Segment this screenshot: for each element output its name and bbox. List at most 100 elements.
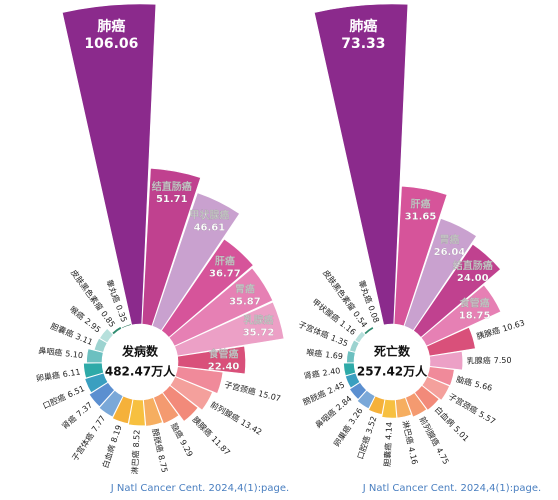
wedge-label: 淋巴癌 8.52 <box>129 429 141 474</box>
category-name: 甲状腺癌 <box>189 209 229 222</box>
center-title: 死亡数 <box>374 344 411 359</box>
value-label: 2.45 <box>326 380 346 396</box>
value-label: 5.01 <box>452 424 471 443</box>
value-label: 4.14 <box>384 422 394 440</box>
category-name: 膀胱癌 <box>151 427 166 453</box>
value-label: 31.65 <box>405 212 437 223</box>
wedge-label: 白血病8.19 <box>99 424 123 470</box>
wedge-label: 鼻咽癌 5.10 <box>38 345 84 360</box>
wedge-label: 卵巢癌3.26 <box>331 405 364 448</box>
value-label: 3.11 <box>74 331 94 346</box>
rose-wedge <box>177 345 246 375</box>
value-label: 18.75 <box>459 311 491 322</box>
rose-wedge <box>93 337 108 353</box>
wedge-label: 口腔癌3.52 <box>354 415 378 461</box>
value-label: 4.16 <box>407 446 420 465</box>
rose-wedge <box>420 284 502 347</box>
wedge-label: 口腔癌6.51 <box>41 383 86 411</box>
wedge-label: 食管癌 18.75 <box>459 297 491 322</box>
value-label: 9.29 <box>178 438 194 458</box>
wedge-label: 肝癌 31.65 <box>405 198 437 223</box>
rose-wedge <box>368 395 386 415</box>
wedge-label: 胆囊癌 4.14 <box>381 422 393 467</box>
rose-wedge <box>162 385 199 422</box>
category-name: 乳腺癌 <box>244 313 274 326</box>
category-name: 卵巢癌 <box>331 423 353 448</box>
category-name: 睾丸癌 <box>357 278 375 304</box>
rose-wedge <box>141 167 201 327</box>
value-label: 36.77 <box>209 269 241 280</box>
rose-wedge <box>414 385 440 411</box>
value-label: 46.61 <box>194 223 226 234</box>
wedge-label: 结直肠癌 24.00 <box>453 259 493 284</box>
wedge-label: 肾癌 2.40 <box>303 365 341 381</box>
wedge-label: 乳腺癌 35.72 <box>243 313 275 338</box>
value-label: 2.40 <box>322 366 341 378</box>
rose-wedge <box>153 392 180 425</box>
wedge-label: 胰腺癌11.87 <box>191 414 233 457</box>
rose-wedge <box>393 185 448 327</box>
category-name: 前列腺癌 <box>209 399 242 424</box>
value-label: 3.52 <box>364 415 378 435</box>
value-label: 7.50 <box>494 355 512 364</box>
center-value: 482.47万人 <box>105 364 176 379</box>
rose-wedge <box>373 324 384 329</box>
category-name: 食管癌 <box>459 297 490 310</box>
value-label: 10.63 <box>501 318 526 333</box>
value-label: 8.19 <box>109 424 123 444</box>
value-label: 5.66 <box>474 379 494 392</box>
center-title: 发病数 <box>121 344 159 359</box>
value-label: 35.72 <box>243 327 275 338</box>
category-name: 结直肠癌 <box>453 259 493 272</box>
rose-wedge <box>88 382 115 408</box>
rose-wedge <box>112 395 134 424</box>
rose-wedge <box>421 376 450 401</box>
rose-wedge <box>143 397 163 427</box>
category-name: 胃癌 <box>439 233 459 246</box>
value-label: 11.87 <box>210 434 232 457</box>
value-label: 13.42 <box>239 417 263 436</box>
value-label: 1.16 <box>338 318 358 336</box>
category-name: 胰腺癌 <box>191 414 215 438</box>
center-circle <box>104 326 176 398</box>
wedge-label: 胃癌 26.04 <box>434 233 466 258</box>
wedge-label: 肾癌7.37 <box>59 399 94 430</box>
value-label: 24.00 <box>457 273 489 284</box>
category-name: 胃癌 <box>235 282 255 295</box>
rose-wedge <box>426 326 476 357</box>
rose-wedge <box>84 372 109 394</box>
wedge-label: 脑癌5.66 <box>455 373 493 392</box>
wedge-label: 乳腺癌 7.50 <box>467 354 512 365</box>
value-label: 0.35 <box>114 303 129 323</box>
rose-wedge <box>174 301 285 357</box>
rose-wedge <box>345 372 361 389</box>
value-label: 8.52 <box>131 429 141 447</box>
rose-wedge <box>426 366 455 386</box>
wedge-label: 胃癌 35.87 <box>229 282 261 307</box>
category-name: 子宫颈癌 <box>224 379 257 397</box>
category-name: 脑癌 <box>169 421 185 440</box>
rose-wedge <box>429 351 464 371</box>
rose-wedge <box>349 382 367 400</box>
value-label: 106.06 <box>84 36 138 52</box>
category-name: 睾丸癌 <box>105 278 123 304</box>
value-label: 5.57 <box>477 409 497 426</box>
rose-wedge <box>395 397 412 419</box>
value-label: 35.87 <box>229 296 261 307</box>
category-name: 胆囊癌 <box>49 320 75 338</box>
category-name: 子宫颈癌 <box>447 391 480 416</box>
category-name: 卵巢癌 <box>35 369 60 383</box>
wedge-label: 甲状腺癌 46.61 <box>189 209 229 234</box>
value-label: 2.84 <box>334 394 353 412</box>
category-name: 口腔癌 <box>354 434 371 460</box>
value-label: 51.71 <box>156 194 188 205</box>
value-label: 4.75 <box>435 446 451 466</box>
category-name: 白血病 <box>433 404 457 428</box>
value-label: 1.35 <box>330 333 350 348</box>
rose-wedge <box>381 399 397 419</box>
category-name: 肾癌 <box>303 368 320 380</box>
rose-wedge <box>169 376 213 411</box>
value-label: 6.11 <box>62 367 81 379</box>
center-value: 257.42万人 <box>357 364 428 379</box>
